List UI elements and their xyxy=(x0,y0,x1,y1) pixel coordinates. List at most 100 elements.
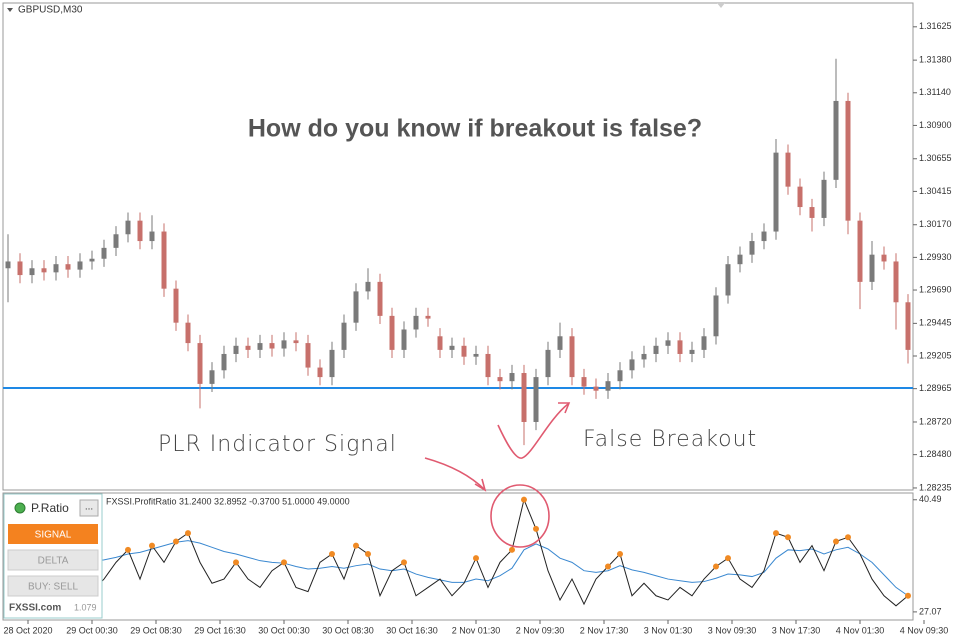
y-tick-label: 1.31625 xyxy=(919,21,952,31)
signal-dot xyxy=(785,534,791,541)
y-tick-label: 1.31380 xyxy=(919,55,952,65)
candle-body xyxy=(353,291,359,323)
candle-body xyxy=(53,264,59,273)
signal-dot xyxy=(329,550,335,557)
y-tick-label: 1.30900 xyxy=(919,120,952,130)
candle-body xyxy=(893,261,899,303)
candle-body xyxy=(773,152,779,232)
x-tick-label: 4 Nov 01:30 xyxy=(836,625,885,635)
candle-body xyxy=(473,353,479,357)
candle-body xyxy=(317,367,323,378)
button-label: SIGNAL xyxy=(35,530,72,541)
annotation: False Breakout xyxy=(583,427,757,452)
y-tick-label: 1.28720 xyxy=(919,416,952,426)
candle-body xyxy=(833,100,839,180)
candle-body xyxy=(605,381,611,391)
x-tick-label: 4 Nov 09:30 xyxy=(900,625,949,635)
candle-body xyxy=(797,186,803,208)
candle-body xyxy=(653,345,659,354)
y-tick-label: 1.29445 xyxy=(919,318,952,328)
candle-body xyxy=(737,254,743,265)
candle-body xyxy=(857,220,863,282)
version: 1.079 xyxy=(74,602,97,612)
candle-body xyxy=(389,315,395,350)
candle-body xyxy=(761,231,767,242)
signal-dot xyxy=(773,530,779,537)
scroll-marker xyxy=(717,3,725,8)
signal-dot xyxy=(401,559,407,566)
delta-button[interactable] xyxy=(7,549,99,571)
x-tick-label: 29 Oct 16:30 xyxy=(194,625,246,635)
candle-body xyxy=(593,386,599,391)
candle-body xyxy=(725,264,731,296)
signal-dot xyxy=(365,550,371,557)
candle-body xyxy=(617,370,623,382)
black-line xyxy=(7,498,909,607)
menu-label: ... xyxy=(85,502,93,513)
x-tick-label: 2 Nov 17:30 xyxy=(580,625,629,635)
symbol-arrow xyxy=(7,8,13,12)
candle-body xyxy=(821,179,827,218)
candle-body xyxy=(689,349,695,354)
candle-body xyxy=(89,258,95,262)
panel: P.Ratio ... SIGNAL DELTA BUY: SELL FXSSI… xyxy=(3,493,103,619)
button-label: DELTA xyxy=(38,556,69,567)
y-tick-label: 1.30655 xyxy=(919,153,952,163)
candle-body xyxy=(485,353,491,378)
arrow-head xyxy=(474,478,487,492)
x-tick-label: 2 Nov 01:30 xyxy=(452,625,501,635)
candle-body xyxy=(641,353,647,360)
signal-dot xyxy=(533,525,539,532)
arrow-head xyxy=(558,402,571,414)
signal-dot xyxy=(353,542,359,549)
main-pane xyxy=(2,2,914,491)
candle-body xyxy=(17,261,23,276)
candle-body xyxy=(173,288,179,323)
signal-dot xyxy=(605,563,611,570)
candle-body xyxy=(185,322,191,344)
signal-dot xyxy=(521,496,527,503)
y-tick-label: 1.30170 xyxy=(919,219,952,229)
candle-body xyxy=(881,254,887,262)
y-tick-label: 1.31140 xyxy=(919,87,951,97)
status-dot xyxy=(14,502,26,514)
signal-dot xyxy=(233,559,239,566)
annotation-arrows xyxy=(424,402,571,548)
y-tick-label: 1.30415 xyxy=(919,186,952,196)
signal-dot xyxy=(473,555,479,562)
candle-body xyxy=(785,152,791,187)
candle-body xyxy=(209,370,215,384)
headline: How do you know if breakout is false? xyxy=(248,115,702,143)
signal-circle xyxy=(490,484,550,548)
candle-body xyxy=(401,329,407,350)
signal-dot xyxy=(905,592,911,599)
candle-body xyxy=(413,315,419,330)
candle-body xyxy=(65,264,71,270)
candle-body xyxy=(809,207,815,218)
candle-body xyxy=(665,340,671,346)
candle-body xyxy=(41,268,47,273)
indicator-pane xyxy=(2,492,914,621)
candle-body xyxy=(425,315,431,319)
x-tick-label: 3 Nov 09:30 xyxy=(708,625,757,635)
candle-body xyxy=(701,336,707,350)
arrow xyxy=(424,457,486,491)
candle-body xyxy=(569,336,575,378)
candle-body xyxy=(341,322,347,350)
candle-body xyxy=(149,231,155,242)
menu-button[interactable] xyxy=(79,499,99,517)
candle-body xyxy=(869,254,875,282)
candle-body xyxy=(137,220,143,242)
candle-body xyxy=(509,373,515,382)
x-tick-label: 3 Nov 01:30 xyxy=(644,625,693,635)
candle-body xyxy=(749,241,755,255)
panel-title: P.Ratio xyxy=(31,501,69,515)
signal-button[interactable] xyxy=(8,524,98,544)
signal-dot xyxy=(173,538,179,545)
signal-dot xyxy=(185,530,191,537)
buysell-button[interactable] xyxy=(7,575,99,597)
x-tick-label: 30 Oct 00:30 xyxy=(258,625,310,635)
candle-body xyxy=(677,340,683,354)
candle-body xyxy=(521,373,527,422)
